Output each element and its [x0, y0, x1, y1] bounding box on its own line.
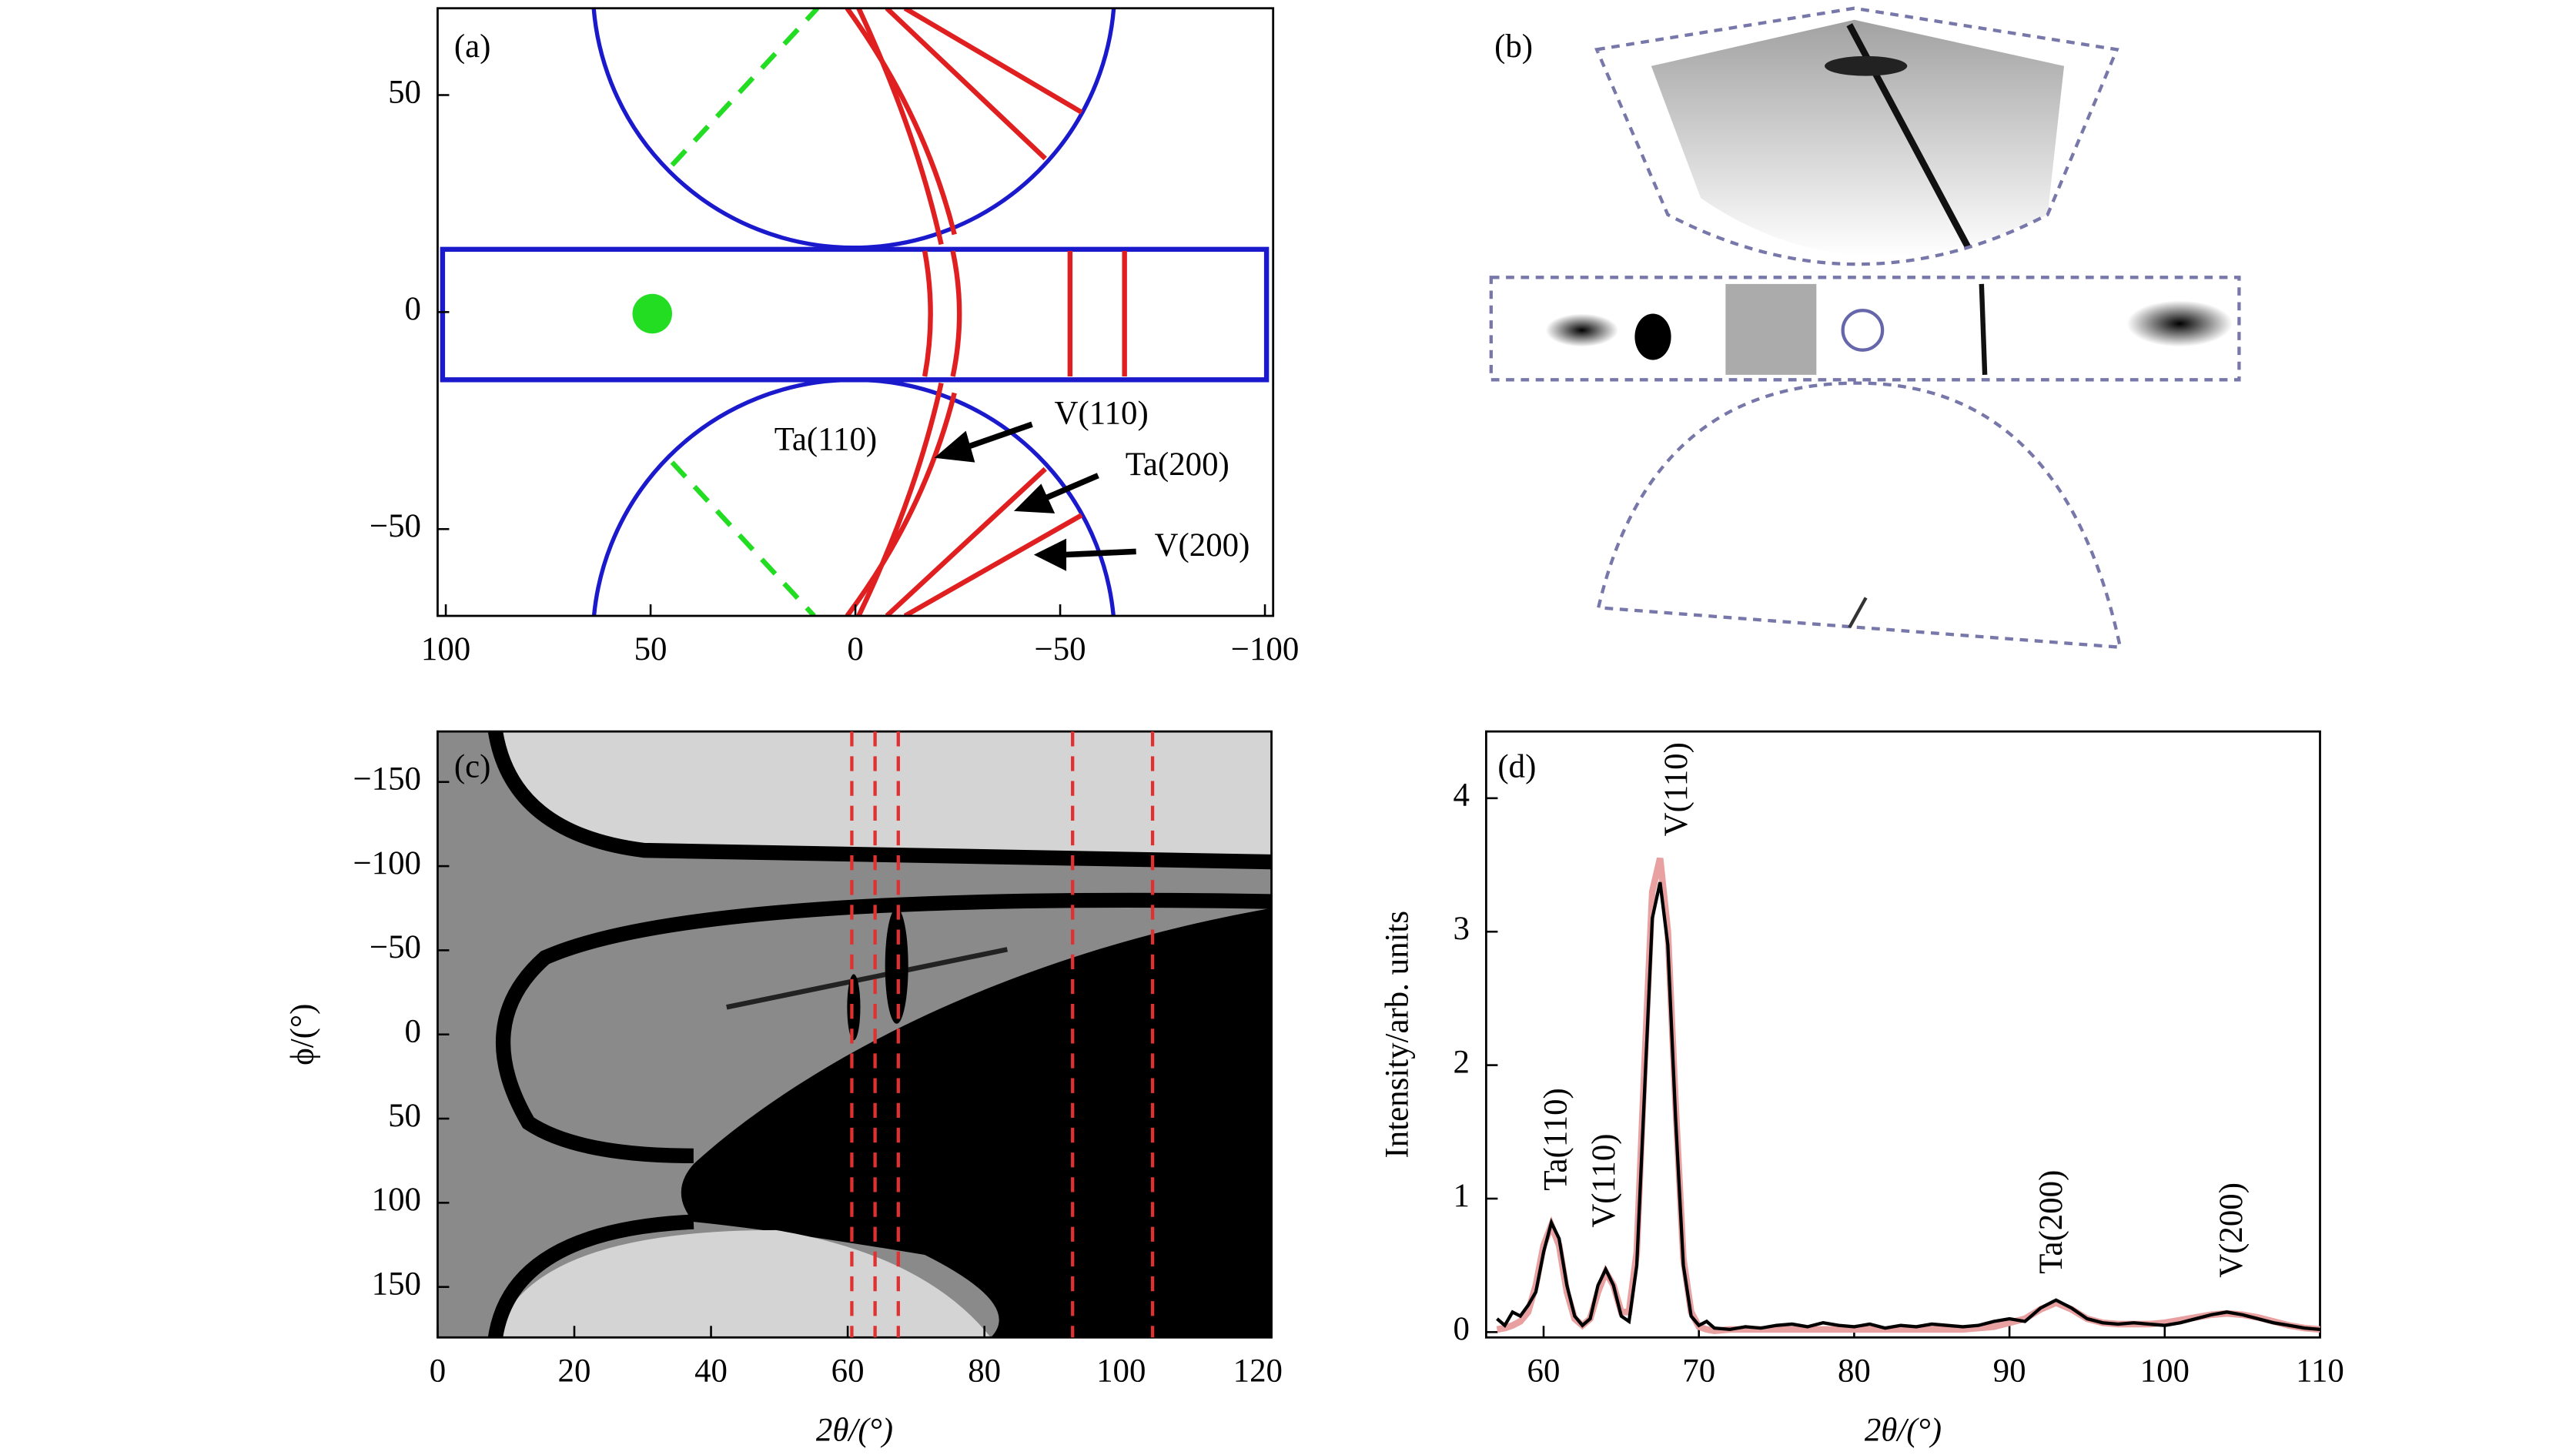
- panel-label: (d): [1497, 748, 1536, 784]
- y-tick-label: 4: [1453, 778, 1469, 814]
- y-tick-label: 100: [372, 1182, 421, 1218]
- annotation: V(200): [1155, 527, 1250, 564]
- y-tick-label: 0: [405, 291, 421, 327]
- annotation: V(110): [1586, 1133, 1622, 1227]
- y-tick-label: 50: [388, 74, 421, 110]
- x-tick-label: 80: [1838, 1353, 1871, 1389]
- x-tick-label: 100: [1096, 1353, 1146, 1389]
- y-tick-label: 2: [1453, 1044, 1469, 1080]
- panel-d-frame: [1484, 730, 2321, 1339]
- x-tick-label: 100: [2140, 1353, 2190, 1389]
- annotation: Ta(200): [1126, 447, 1229, 483]
- x-tick-label: 40: [694, 1353, 728, 1389]
- y-tick-label: 3: [1453, 911, 1469, 947]
- annotation: Ta(110): [774, 422, 878, 458]
- panel-label: (a): [454, 28, 491, 65]
- y-tick-label: 150: [372, 1266, 421, 1303]
- x-tick-label: −50: [1035, 631, 1086, 667]
- annotation: V(110): [1055, 395, 1149, 431]
- x-tick-label: 20: [558, 1353, 591, 1389]
- annotation: Ta(200): [2033, 1170, 2069, 1274]
- x-tick-label: 0: [430, 1353, 446, 1389]
- y-axis-label: ϕ/(°): [285, 1004, 321, 1065]
- x-tick-label: 0: [847, 631, 863, 667]
- x-tick-label: −100: [1231, 631, 1300, 667]
- y-tick-label: 0: [405, 1014, 421, 1050]
- x-tick-label: 60: [831, 1353, 865, 1389]
- y-axis-label: Intensity/arb. units: [1380, 911, 1416, 1159]
- panel-a-frame: [437, 7, 1275, 617]
- series-line: [1496, 857, 2320, 1334]
- annotation: V(110): [1658, 742, 1694, 836]
- x-tick-label: 110: [2296, 1353, 2344, 1389]
- x-tick-label: 120: [1233, 1353, 1283, 1389]
- x-axis-label: 2θ/(°): [1865, 1413, 1942, 1449]
- annotation: Ta(110): [1538, 1088, 1574, 1191]
- x-tick-label: 60: [1527, 1353, 1561, 1389]
- y-tick-label: −100: [353, 845, 421, 881]
- panel-b-image: [1489, 6, 2241, 650]
- x-tick-label: 70: [1682, 1353, 1715, 1389]
- y-tick-label: −50: [370, 508, 421, 544]
- series-line: [1496, 881, 2320, 1332]
- y-tick-label: 0: [1453, 1311, 1469, 1347]
- y-tick-label: −50: [370, 929, 421, 965]
- panel-c-image: [437, 731, 1272, 1338]
- y-tick-label: −150: [353, 761, 421, 798]
- annotation: V(200): [2213, 1182, 2250, 1278]
- x-tick-label: 50: [634, 631, 667, 667]
- x-tick-label: 90: [1993, 1353, 2026, 1389]
- x-axis-label: 2θ/(°): [816, 1413, 893, 1449]
- y-tick-label: 50: [388, 1098, 421, 1134]
- x-tick-label: 80: [968, 1353, 1001, 1389]
- y-tick-label: 1: [1453, 1178, 1469, 1214]
- panel-a-drawing: [440, 8, 1270, 617]
- panel-label: (b): [1494, 28, 1533, 65]
- x-tick-label: 100: [421, 631, 470, 667]
- panel-label: (c): [454, 748, 491, 784]
